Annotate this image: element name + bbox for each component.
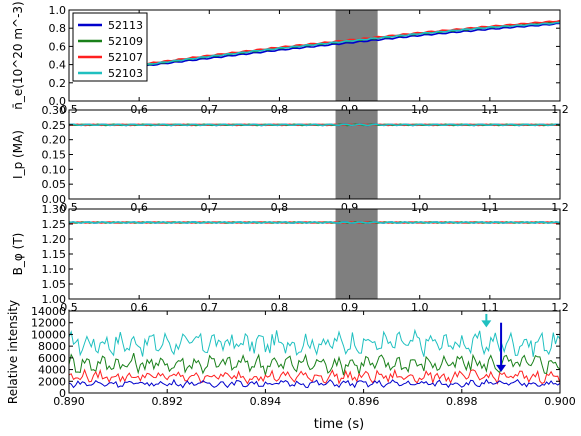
y-tick-label: 8000 [38, 340, 66, 353]
y-tick-label: 0.2 [49, 77, 67, 90]
series-line-52103 [68, 221, 561, 224]
series-line-52103 [131, 21, 561, 68]
shaded-band [335, 209, 378, 299]
x-tick-label: 0.900 [544, 395, 576, 408]
arrowhead-52113 [496, 364, 507, 372]
legend-label-52107: 52107 [108, 51, 143, 64]
y-tick-label: 0.20 [42, 134, 67, 147]
y-axis-label: Relative intensity [6, 300, 20, 404]
legend-label-52113: 52113 [108, 19, 143, 32]
x-tick-label: 0.6 [130, 301, 148, 314]
plot-frame [68, 310, 561, 394]
x-tick-label: 0.896 [348, 395, 380, 408]
x-tick-label: 1.0 [411, 301, 429, 314]
y-tick-label: 1.10 [42, 263, 67, 276]
y-tick-label: 10000 [31, 328, 66, 341]
y-tick-label: 1.05 [42, 278, 67, 291]
x-tick-label: 1.0 [411, 201, 429, 214]
y-tick-label: 1.0 [49, 4, 67, 17]
y-tick-label: 0.05 [42, 178, 67, 191]
series-line-52113 [131, 22, 561, 69]
y-axis-label: n̄_e(10^20 m^-3) [11, 1, 25, 109]
x-tick-label: 0.9 [341, 301, 359, 314]
legend-label-52109: 52109 [108, 35, 143, 48]
x-tick-label: 0.8 [271, 301, 289, 314]
y-tick-label: 0.10 [42, 163, 67, 176]
y-tick-label: 0.6 [49, 40, 67, 53]
y-tick-label: 0.15 [42, 149, 67, 162]
x-tick-label: 0.7 [201, 301, 219, 314]
y-tick-label: 4000 [38, 364, 66, 377]
x-tick-label: 0.8 [271, 201, 289, 214]
panel-intensity: 0.890 0.892 0.894 0.896 0.898 0.900 0200040006… [6, 300, 576, 408]
series-line-52113 [68, 378, 561, 389]
y-tick-label: 0.4 [49, 59, 67, 72]
series-line-52103 [68, 123, 561, 127]
legend-label-52103: 52103 [108, 67, 143, 80]
x-tick-label: 1.2 [551, 201, 569, 214]
y-tick-label: 0.8 [49, 22, 67, 35]
x-tick-label: 0.890 [53, 395, 85, 408]
shaded-band [335, 10, 378, 101]
series-line-52109 [68, 352, 561, 376]
plot-frame [68, 109, 561, 200]
y-axis-label: B_φ (T) [11, 233, 25, 276]
x-tick-label: 1.1 [481, 201, 499, 214]
y-tick-label: 1.20 [42, 233, 67, 246]
series-line-52107 [68, 368, 561, 385]
y-tick-label: 0 [59, 387, 66, 400]
x-tick-label: 0.6 [130, 201, 148, 214]
panel-current: 0.5 0.6 0.7 0.8 0.9 1.0 1.1 1.20.000.050.100.15… [11, 104, 569, 214]
x-axis-label: time (s) [314, 417, 364, 432]
shaded-band [335, 110, 378, 199]
panel-field: 0.5 0.6 0.7 0.8 0.9 1.0 1.1 1.2 1.00 1.05 1.10 1.15… [11, 203, 569, 314]
y-axis-label: I_p (MA) [11, 130, 25, 179]
y-tick-label: 1.00 [42, 293, 67, 306]
panel-density: 0.50.60.70.80.91.01.11.20.00.20.40.60.81… [11, 1, 569, 116]
y-tick-label: 1.25 [42, 218, 67, 231]
y-tick-label: 2000 [38, 375, 66, 388]
y-tick-label: 0.00 [42, 193, 67, 206]
x-tick-label: 1.1 [481, 301, 499, 314]
legend: 52113 52109 52107 52103 [72, 12, 148, 82]
y-tick-label: 14000 [31, 305, 66, 318]
y-tick-label: 0.25 [42, 119, 67, 132]
x-tick-label: 0.7 [201, 201, 219, 214]
plot-frame [68, 9, 561, 102]
y-tick-label: 6000 [38, 352, 66, 365]
y-tick-label: 1.30 [42, 203, 67, 216]
series-line-52103 [68, 328, 561, 357]
y-tick-label: 12000 [31, 317, 66, 330]
x-tick-label: 0.894 [250, 395, 282, 408]
x-tick-label: 0.892 [151, 395, 183, 408]
x-tick-label: 0.5 [60, 201, 78, 214]
y-tick-label: 0.30 [42, 104, 67, 117]
x-tick-label: 0.898 [446, 395, 478, 408]
y-tick-label: 1.15 [42, 248, 67, 261]
arrowhead-52103 [481, 320, 492, 328]
y-tick-label: 0.0 [49, 95, 67, 108]
